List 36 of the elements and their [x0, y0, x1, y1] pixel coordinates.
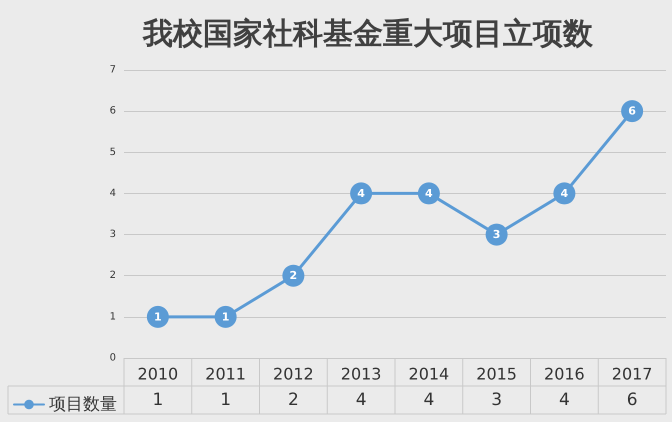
point	[146, 306, 169, 328]
y-tick-label: 4	[110, 188, 116, 199]
data-label: 4	[558, 390, 570, 410]
legend-label: 项目数量	[49, 394, 117, 414]
annotation: 4	[357, 186, 366, 200]
data-label: 6	[626, 390, 638, 410]
data-label: 3	[491, 390, 502, 410]
y-tick-label: 1	[110, 311, 116, 322]
annotation: 4	[560, 186, 569, 200]
point	[214, 306, 237, 328]
x-tick-label: 2012	[273, 364, 314, 384]
annotation: 4	[425, 186, 434, 200]
y-tick-label: 5	[110, 146, 116, 158]
x-tick-label: 2017	[612, 364, 652, 384]
data-label: 2	[288, 390, 299, 410]
annotation: 1	[222, 310, 230, 324]
x-tick-label: 2015	[476, 364, 517, 384]
x-tick-label: 2014	[408, 364, 450, 384]
y-tick-label: 0	[110, 352, 116, 364]
x-tick-label: 2016	[544, 364, 585, 384]
annotation: 2	[290, 269, 298, 282]
annotation: 3	[492, 228, 500, 242]
chart-title: 我校国家社科基金重大项目立项数	[142, 16, 594, 52]
data-label: 4	[423, 390, 434, 410]
y-tick-label: 6	[110, 106, 116, 117]
y-tick-label: 7	[110, 64, 116, 76]
x-tick-label: 2011	[205, 364, 246, 384]
x-tick-label: 2013	[340, 364, 382, 384]
y-tick-label: 3	[110, 229, 116, 240]
data-label: 1	[152, 390, 164, 410]
data-label: 4	[356, 390, 367, 410]
annotation: 6	[628, 104, 636, 118]
y-tick-label: 2	[110, 270, 116, 282]
x-tick-label: 2010	[138, 364, 178, 384]
data-label: 1	[220, 390, 232, 410]
annotation: 1	[154, 310, 162, 324]
